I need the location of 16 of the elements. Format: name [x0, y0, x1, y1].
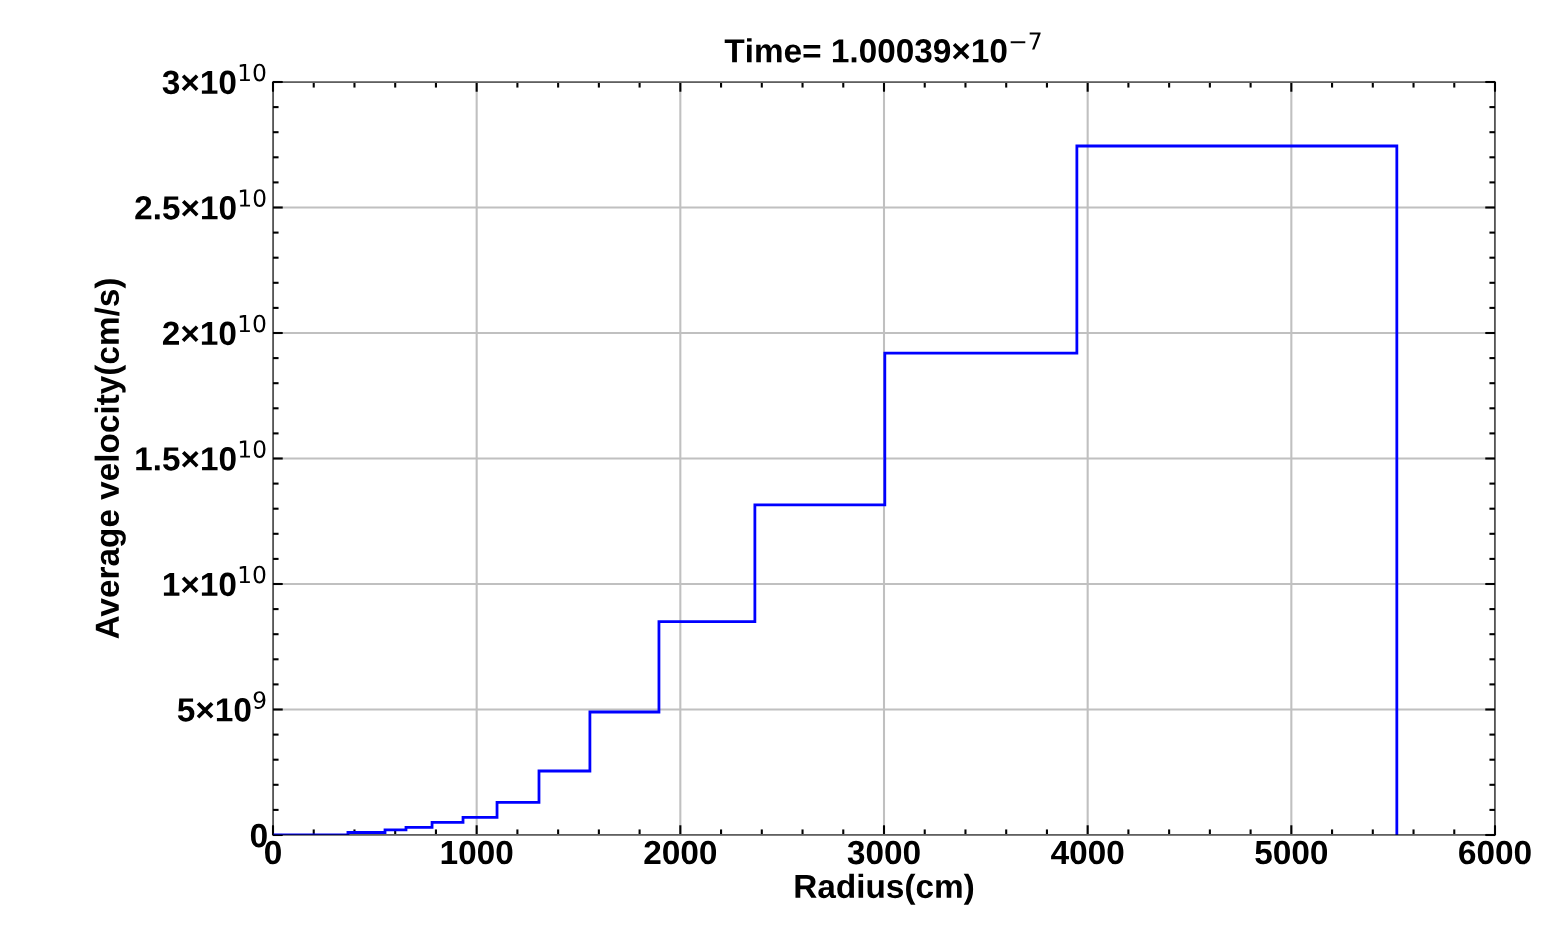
x-tick-label: 4000	[1051, 840, 1124, 865]
chart-title: Time= 1.00039×10$^{−7}$	[724, 32, 1041, 63]
x-tick-label: 3000	[847, 840, 920, 865]
y-tick-label: 2×10$^{10}$	[162, 314, 266, 346]
x-tick-label: 5000	[1255, 840, 1328, 865]
y-tick-label: 3×10$^{10}$	[162, 63, 266, 95]
y-tick-label: 1.5×10$^{10}$	[136, 440, 266, 471]
y-tick-label: 0	[250, 823, 267, 848]
y-axis-title: Average velocity(cm/s)	[94, 279, 126, 639]
y-tick-label: 1×10$^{10}$	[163, 565, 266, 597]
x-tick-label: 1000	[441, 840, 513, 865]
x-tick-label: 6000	[1459, 840, 1531, 865]
x-tick-label: 2000	[644, 840, 717, 865]
y-tick-label: 5×10$^{9}$	[177, 691, 266, 722]
x-axis-title: Radius(cm)	[795, 873, 974, 905]
y-tick-label: 2.5×10$^{10}$	[135, 189, 266, 220]
